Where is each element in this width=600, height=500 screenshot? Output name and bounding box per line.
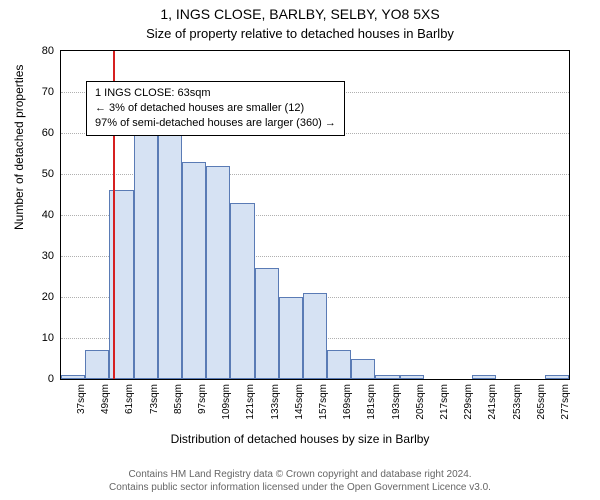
x-tick-label: 145sqm xyxy=(294,384,305,420)
x-tick-label: 121sqm xyxy=(245,384,256,420)
y-tick-label: 20 xyxy=(14,291,54,303)
info-box-line: 97% of semi-detached houses are larger (… xyxy=(95,116,336,131)
x-tick-label: 217sqm xyxy=(439,384,450,420)
y-tick-label: 30 xyxy=(14,250,54,262)
x-tick-label: 205sqm xyxy=(415,384,426,420)
x-tick-label: 97sqm xyxy=(197,384,208,414)
bar xyxy=(158,125,182,379)
page-title: 1, INGS CLOSE, BARLBY, SELBY, YO8 5XS xyxy=(0,0,600,22)
plot-area: 1 INGS CLOSE: 63sqm← 3% of detached hous… xyxy=(60,50,570,380)
x-tick-label: 61sqm xyxy=(124,384,135,414)
bar xyxy=(545,375,569,379)
y-tick-label: 60 xyxy=(14,127,54,139)
x-tick-label: 85sqm xyxy=(173,384,184,414)
x-tick-label: 253sqm xyxy=(512,384,523,420)
chart-container: 1 INGS CLOSE: 63sqm← 3% of detached hous… xyxy=(60,50,570,410)
x-tick-label: 109sqm xyxy=(221,384,232,420)
bar xyxy=(375,375,399,379)
bar xyxy=(327,350,351,379)
footer-line-2: Contains public sector information licen… xyxy=(0,481,600,494)
bar xyxy=(400,375,424,379)
x-tick-label: 37sqm xyxy=(76,384,87,414)
page-root: 1, INGS CLOSE, BARLBY, SELBY, YO8 5XS Si… xyxy=(0,0,600,500)
x-tick-label: 241sqm xyxy=(487,384,498,420)
bar xyxy=(61,375,85,379)
page-subtitle: Size of property relative to detached ho… xyxy=(0,22,600,41)
x-tick-label: 193sqm xyxy=(391,384,402,420)
x-tick-label: 133sqm xyxy=(270,384,281,420)
footer: Contains HM Land Registry data © Crown c… xyxy=(0,468,600,494)
bar xyxy=(85,350,109,379)
bar xyxy=(255,268,279,379)
x-axis-title: Distribution of detached houses by size … xyxy=(0,432,600,446)
y-tick-label: 0 xyxy=(14,373,54,385)
x-tick-label: 49sqm xyxy=(100,384,111,414)
info-box-line: ← 3% of detached houses are smaller (12) xyxy=(95,101,336,116)
bar xyxy=(134,100,158,379)
bar xyxy=(472,375,496,379)
x-tick-label: 73sqm xyxy=(149,384,160,414)
y-tick-label: 70 xyxy=(14,86,54,98)
x-tick-label: 265sqm xyxy=(536,384,547,420)
bar xyxy=(279,297,303,379)
x-tick-label: 277sqm xyxy=(560,384,571,420)
info-box-line: 1 INGS CLOSE: 63sqm xyxy=(95,86,336,101)
bar xyxy=(351,359,375,380)
y-tick-label: 40 xyxy=(14,209,54,221)
bar xyxy=(206,166,230,379)
y-tick-label: 80 xyxy=(14,45,54,57)
bar xyxy=(303,293,327,379)
y-tick-label: 50 xyxy=(14,168,54,180)
x-tick-label: 181sqm xyxy=(366,384,377,420)
footer-line-1: Contains HM Land Registry data © Crown c… xyxy=(0,468,600,481)
x-tick-label: 169sqm xyxy=(342,384,353,420)
y-tick-label: 10 xyxy=(14,332,54,344)
info-box: 1 INGS CLOSE: 63sqm← 3% of detached hous… xyxy=(86,81,345,136)
x-tick-label: 157sqm xyxy=(318,384,329,420)
x-tick-label: 229sqm xyxy=(463,384,474,420)
bar xyxy=(230,203,254,379)
bar xyxy=(182,162,206,379)
